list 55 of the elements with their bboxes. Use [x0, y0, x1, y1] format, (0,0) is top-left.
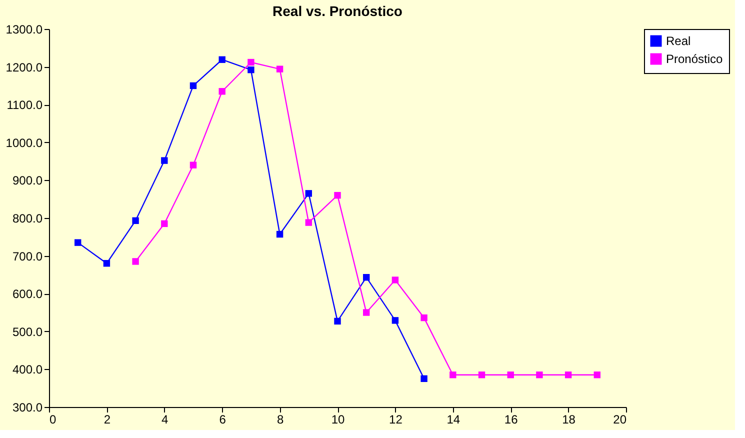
- y-tick-label: 1300.0: [6, 22, 43, 36]
- y-tick-label: 1100.0: [6, 98, 43, 112]
- point: [334, 192, 341, 199]
- y-tick-label: 1000.0: [6, 136, 43, 150]
- point: [392, 317, 399, 324]
- x-tick-label: 20: [613, 412, 627, 426]
- x-tick-label: 14: [446, 412, 460, 426]
- point: [478, 372, 486, 378]
- point: [74, 239, 82, 246]
- x-tick-label: 12: [389, 412, 403, 426]
- point: [536, 372, 543, 378]
- y-tick-label: 500.0: [12, 324, 43, 339]
- x-tick-label: 2: [104, 412, 111, 426]
- y-tick-label: 600.0: [12, 287, 43, 302]
- point: [276, 230, 284, 238]
- point: [248, 58, 254, 66]
- point: [420, 314, 428, 322]
- point: [507, 372, 514, 378]
- point: [305, 190, 312, 197]
- point: [362, 274, 370, 281]
- point: [218, 56, 226, 63]
- point: [305, 219, 312, 226]
- x-tick-label: 0: [50, 412, 56, 426]
- point: [248, 66, 254, 74]
- x-tick-label: 16: [504, 412, 518, 426]
- y-tick-label: 400.0: [12, 362, 43, 377]
- point: [132, 258, 139, 265]
- point: [362, 309, 370, 316]
- x-tick-label: 8: [276, 412, 284, 426]
- point: [161, 157, 168, 164]
- y-tick-label: 300.0: [12, 400, 43, 414]
- point: [594, 372, 601, 378]
- point: [450, 372, 456, 378]
- point: [132, 217, 139, 224]
- point: [190, 162, 197, 168]
- point: [218, 88, 226, 95]
- point: [276, 66, 284, 72]
- point: [564, 372, 572, 378]
- legend-label: Real: [666, 34, 691, 48]
- point: [420, 375, 428, 382]
- chart-title: Real vs. Pronóstico: [272, 3, 402, 19]
- y-tick-label: 700.0: [12, 249, 43, 264]
- legend-label: Pronóstico: [666, 52, 724, 66]
- y-tick-label: 900.0: [12, 174, 43, 188]
- point: [392, 276, 399, 284]
- x-tick-label: 18: [562, 412, 576, 426]
- x-tick-label: 4: [162, 412, 169, 426]
- point: [190, 82, 197, 90]
- y-tick-label: 800.0: [12, 212, 43, 226]
- point: [161, 220, 168, 228]
- point: [334, 318, 341, 325]
- x-tick-label: 10: [331, 412, 345, 426]
- point: [103, 260, 110, 267]
- x-tick-label: 6: [219, 412, 226, 426]
- y-tick-label: 1200.0: [6, 60, 43, 74]
